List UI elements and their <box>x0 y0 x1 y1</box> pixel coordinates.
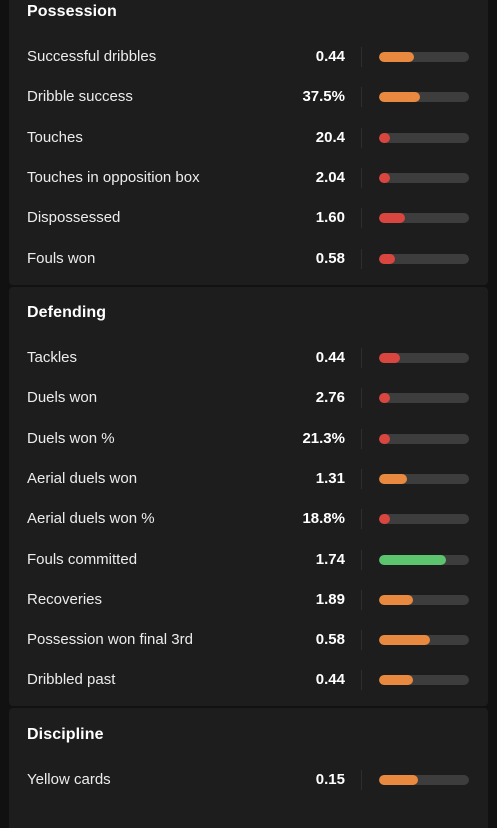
stat-value: 37.5% <box>302 88 345 106</box>
stat-row[interactable]: Dribble success 37.5% <box>9 85 488 109</box>
stat-row[interactable]: Successful dribbles 0.44 <box>9 45 488 69</box>
percentile-bar <box>379 473 469 484</box>
percentile-bar <box>379 253 469 264</box>
row-divider <box>361 248 362 269</box>
stat-value: 1.31 <box>315 469 345 487</box>
stat-row[interactable]: Touches 20.4 <box>9 126 488 150</box>
section-title-possession: Possession <box>27 3 117 20</box>
stat-row[interactable]: Aerial duels won % 18.8% <box>9 507 488 531</box>
percentile-bar-fill <box>379 473 407 484</box>
stat-label: Recoveries <box>27 590 103 608</box>
row-divider <box>361 348 362 368</box>
stat-value: 2.04 <box>315 168 345 186</box>
percentile-bar <box>379 213 469 224</box>
percentile-bar-fill <box>379 433 390 444</box>
stat-label: Duels won % <box>27 429 115 447</box>
stat-row[interactable]: Tackles 0.44 <box>9 346 488 370</box>
percentile-bar <box>379 775 469 785</box>
stat-value: 21.3% <box>302 429 345 447</box>
percentile-bar-fill <box>379 52 415 62</box>
stat-value: 2.76 <box>315 389 345 407</box>
stat-value: 0.44 <box>315 48 345 65</box>
row-divider <box>361 468 362 489</box>
row-divider <box>361 589 362 610</box>
stat-label: Possession won final 3rd <box>27 631 193 649</box>
row-divider <box>361 47 362 67</box>
percentile-bar <box>379 393 469 404</box>
section-title-defending: Defending <box>27 304 107 321</box>
stat-row[interactable]: Duels won 2.76 <box>9 386 488 410</box>
percentile-bar-fill <box>379 353 400 363</box>
stat-value: 0.58 <box>315 249 345 267</box>
stat-value: 1.60 <box>315 209 345 227</box>
stat-label: Fouls won <box>27 249 96 267</box>
row-divider <box>361 670 362 691</box>
percentile-bar-fill <box>379 554 446 565</box>
percentile-bar-fill <box>379 675 414 686</box>
stat-value: 0.58 <box>315 631 345 649</box>
stat-row[interactable]: Fouls committed 1.74 <box>9 548 488 572</box>
stat-value: 0.44 <box>315 349 345 366</box>
row-divider <box>361 428 362 449</box>
stat-value: 1.89 <box>315 590 345 608</box>
percentile-bar-fill <box>379 775 418 785</box>
stat-row[interactable]: Duels won % 21.3% <box>9 427 488 451</box>
stat-row[interactable]: Possession won final 3rd 0.58 <box>9 628 488 652</box>
stat-value: 0.44 <box>315 671 345 689</box>
percentile-bar-fill <box>379 92 421 103</box>
percentile-bar <box>379 52 469 62</box>
stat-label: Dribbled past <box>27 671 116 689</box>
percentile-bar-fill <box>379 132 390 143</box>
percentile-bar <box>379 353 469 363</box>
stat-value: 0.15 <box>315 771 345 788</box>
stat-value: 20.4 <box>315 128 345 146</box>
percentile-bar-fill <box>379 514 390 525</box>
percentile-bar-fill <box>379 393 390 404</box>
row-divider <box>361 549 362 570</box>
stat-label: Aerial duels won <box>27 469 138 487</box>
stat-label: Touches in opposition box <box>27 168 200 186</box>
percentile-bar <box>379 554 469 565</box>
percentile-bar <box>379 92 469 103</box>
stat-row[interactable]: Aerial duels won 1.31 <box>9 467 488 491</box>
percentile-bar <box>379 514 469 525</box>
stat-label: Tackles <box>27 349 78 366</box>
percentile-bar-fill <box>379 253 396 264</box>
stat-row[interactable]: Dribbled past 0.44 <box>9 668 488 692</box>
percentile-bar <box>379 675 469 686</box>
row-divider <box>361 630 362 651</box>
percentile-bar-fill <box>379 172 390 183</box>
stat-row[interactable]: Yellow cards 0.15 <box>9 768 488 792</box>
percentile-bar <box>379 132 469 143</box>
stat-label: Successful dribbles <box>27 48 157 65</box>
stat-label: Aerial duels won % <box>27 510 155 528</box>
percentile-bar-fill <box>379 213 406 224</box>
stat-label: Touches <box>27 128 83 146</box>
stat-label: Dispossessed <box>27 209 121 227</box>
stat-label: Duels won <box>27 389 98 407</box>
percentile-bar-fill <box>379 635 431 646</box>
percentile-bar <box>379 433 469 444</box>
percentile-bar <box>379 635 469 646</box>
percentile-bar-fill <box>379 594 414 605</box>
percentile-bar <box>379 172 469 183</box>
stat-value: 1.74 <box>315 550 345 568</box>
stat-label: Fouls committed <box>27 550 138 568</box>
stat-row[interactable]: Recoveries 1.89 <box>9 588 488 612</box>
row-divider <box>361 167 362 188</box>
stat-label: Dribble success <box>27 88 133 106</box>
row-divider <box>361 127 362 148</box>
row-divider <box>361 87 362 108</box>
row-divider <box>361 208 362 229</box>
stat-value: 18.8% <box>302 510 345 528</box>
row-divider <box>361 770 362 790</box>
stat-row[interactable]: Fouls won 0.58 <box>9 247 488 271</box>
section-title-discipline: Discipline <box>27 726 104 743</box>
stat-row[interactable]: Touches in opposition box 2.04 <box>9 166 488 190</box>
percentile-bar <box>379 594 469 605</box>
stat-row[interactable]: Dispossessed 1.60 <box>9 206 488 230</box>
row-divider <box>361 388 362 409</box>
stat-label: Yellow cards <box>27 771 111 788</box>
row-divider <box>361 509 362 530</box>
